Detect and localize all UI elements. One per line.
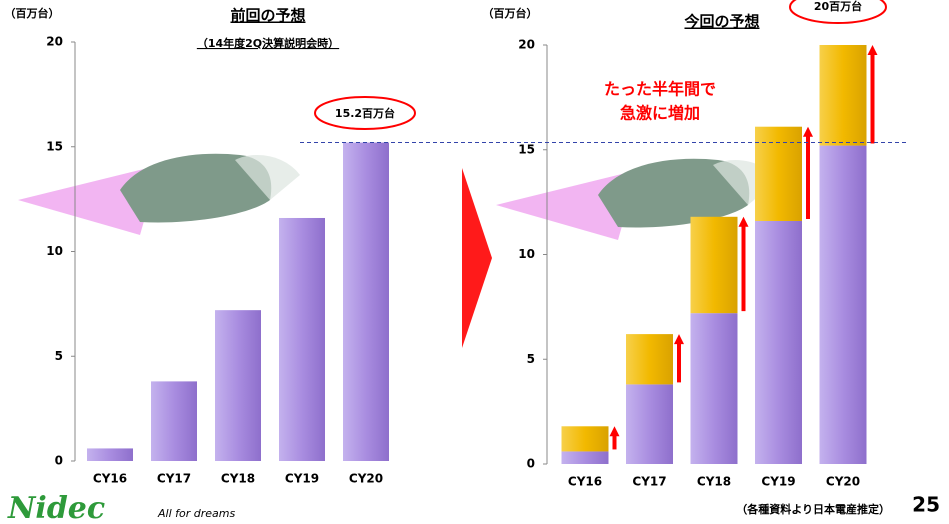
- callout-text: 20百万台: [814, 0, 862, 13]
- y-tick-label: 0: [55, 454, 63, 468]
- source-note: （各種資料より日本電産推定）: [736, 502, 890, 516]
- page-number: 25: [912, 493, 940, 517]
- chart-subtitle: （14年度2Q決算説明会時）: [197, 36, 339, 50]
- bar-segment: [819, 145, 867, 464]
- x-tick-label: CY17: [157, 472, 191, 486]
- x-tick-label: CY17: [632, 475, 666, 489]
- y-axis-label: （百万台）: [5, 6, 60, 20]
- growth-arrowhead: [867, 45, 878, 55]
- bar-segment: [561, 426, 609, 452]
- bar: [343, 142, 389, 461]
- annotation: たった半年間で: [604, 80, 716, 99]
- y-tick-label: 10: [518, 247, 535, 261]
- x-tick-label: CY16: [93, 472, 127, 486]
- annotation: 急激に増加: [620, 104, 700, 123]
- bar-segment: [755, 220, 802, 464]
- x-tick-label: CY19: [761, 475, 795, 489]
- x-tick-label: CY18: [221, 472, 255, 486]
- x-tick-label: CY18: [697, 475, 731, 489]
- logo-tagline: All for dreams: [157, 507, 235, 520]
- bar-segment: [690, 216, 738, 314]
- y-tick-label: 15: [518, 142, 535, 156]
- bar: [215, 310, 261, 461]
- growth-arrowhead: [803, 126, 813, 137]
- bar: [151, 381, 197, 461]
- bar: [279, 217, 325, 461]
- y-tick-label: 20: [518, 38, 535, 52]
- bar-segment: [626, 384, 673, 464]
- logo-name: Nidec: [7, 491, 105, 524]
- transition-arrow: [462, 168, 492, 348]
- growth-arrowhead: [609, 426, 620, 437]
- chart-title: 今回の予想: [683, 13, 759, 31]
- y-tick-label: 15: [46, 139, 63, 153]
- y-tick-label: 0: [527, 457, 535, 471]
- y-tick-label: 5: [527, 352, 535, 366]
- x-tick-label: CY19: [285, 472, 319, 486]
- bar-segment: [690, 313, 738, 464]
- growth-arrowhead: [738, 216, 749, 227]
- callout-text: 15.2百万台: [335, 106, 395, 120]
- bar-segment: [755, 126, 802, 221]
- car-illustration: [18, 153, 300, 235]
- x-tick-label: CY16: [568, 475, 602, 489]
- y-axis-label: （百万台）: [483, 6, 538, 20]
- x-tick-label: CY20: [349, 472, 383, 486]
- callout-oval: [314, 96, 416, 130]
- bar-segment: [819, 45, 867, 146]
- bar: [87, 448, 133, 461]
- chart-title: 前回の予想: [230, 7, 305, 25]
- x-tick-label: CY20: [826, 475, 860, 489]
- callout-oval: [789, 0, 887, 24]
- bar-segment: [561, 451, 609, 464]
- bar-segment: [626, 334, 673, 385]
- y-tick-label: 5: [55, 349, 63, 363]
- y-tick-label: 10: [46, 244, 63, 258]
- growth-arrowhead: [674, 334, 684, 345]
- y-tick-label: 20: [46, 35, 63, 49]
